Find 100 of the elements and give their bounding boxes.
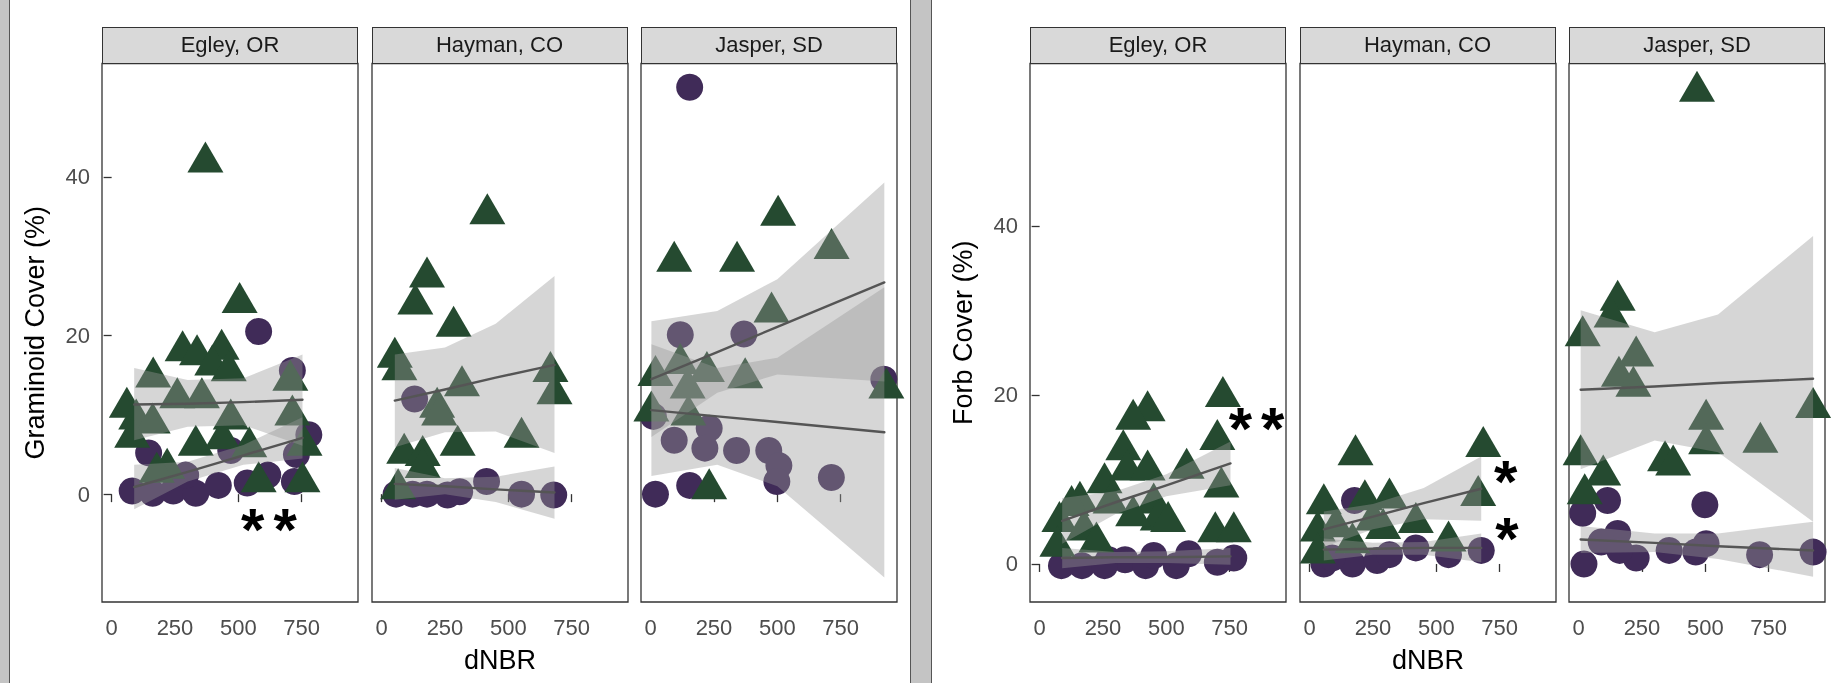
x-tick-label: 250 <box>426 614 463 640</box>
x-tick-label: 500 <box>489 614 527 640</box>
point <box>1562 434 1599 466</box>
facet-strip: Hayman, CO <box>1299 26 1556 64</box>
point <box>472 467 500 495</box>
x-tick-label: 0 <box>105 614 118 640</box>
point <box>435 305 472 337</box>
point <box>284 461 321 493</box>
point <box>641 480 669 508</box>
point <box>760 194 797 226</box>
x-tick-label: 500 <box>1148 614 1185 640</box>
y-tick-label: 40 <box>65 164 90 190</box>
point <box>817 463 845 491</box>
point <box>691 434 719 462</box>
point <box>221 281 258 313</box>
point <box>1337 434 1374 466</box>
x-tick-label: 750 <box>552 614 590 640</box>
x-axis-title: dNBR <box>1391 644 1464 675</box>
y-tick-label: 40 <box>993 213 1018 239</box>
x-tick-label: 0 <box>1303 614 1316 640</box>
chart-title: Egley, OR <box>1108 32 1208 58</box>
point <box>379 468 416 500</box>
y-axis-title: Forb Cover (%) <box>947 240 978 426</box>
point <box>753 291 790 323</box>
point <box>1655 444 1692 476</box>
point <box>1168 447 1205 479</box>
point <box>468 193 505 225</box>
point <box>1688 398 1725 430</box>
point <box>1566 473 1603 505</box>
facet-strip: Jasper, SD <box>1569 26 1825 64</box>
point <box>1570 550 1598 578</box>
y-tick-label: 20 <box>993 382 1018 408</box>
point <box>503 416 540 448</box>
x-tick-label: 750 <box>822 614 860 640</box>
x-axis-title: dNBR <box>463 644 536 675</box>
y-tick-label: 20 <box>65 323 90 349</box>
point <box>240 461 277 493</box>
x-tick-label: 250 <box>1623 614 1661 640</box>
y-tick-label: 0 <box>77 481 90 507</box>
point <box>1397 501 1434 533</box>
facet-strip: Egley, OR <box>1030 26 1286 64</box>
chart-title: Jasper, SD <box>715 32 823 58</box>
x-tick-label: 500 <box>1687 614 1724 640</box>
point <box>439 424 476 456</box>
point <box>691 468 728 500</box>
x-tick-label: 250 <box>1084 614 1122 640</box>
x-tick-label: 750 <box>1211 614 1249 640</box>
point <box>660 426 688 454</box>
facet-strip: Egley, OR <box>102 26 358 64</box>
point <box>1742 421 1779 453</box>
x-tick-label: 250 <box>1354 614 1391 640</box>
point <box>1204 376 1241 407</box>
point <box>727 357 764 389</box>
point <box>286 424 323 456</box>
x-tick-label: 750 <box>1480 614 1518 640</box>
point <box>177 424 214 456</box>
chart-title: Hayman, CO <box>435 32 564 58</box>
point <box>204 471 232 499</box>
point <box>408 256 445 288</box>
point <box>272 359 309 391</box>
x-tick-label: 0 <box>644 614 657 640</box>
point <box>1564 315 1601 347</box>
x-tick-label: 500 <box>1417 614 1455 640</box>
point <box>1150 501 1187 533</box>
point <box>719 240 756 272</box>
point <box>1305 483 1342 515</box>
point <box>1795 386 1832 418</box>
point <box>135 356 172 388</box>
point <box>1078 521 1115 553</box>
point <box>633 390 670 422</box>
point <box>723 437 751 465</box>
point <box>1799 538 1827 566</box>
x-tick-label: 750 <box>1750 614 1788 640</box>
point <box>1175 540 1203 568</box>
point <box>637 354 674 386</box>
x-tick-label: 750 <box>283 614 321 640</box>
point <box>666 321 694 349</box>
point <box>868 367 905 399</box>
point <box>813 228 850 260</box>
point <box>1679 70 1715 102</box>
point <box>274 394 311 426</box>
point <box>1091 552 1119 580</box>
x-tick-label: 250 <box>156 614 194 640</box>
point <box>1655 536 1683 564</box>
facet-strip: Jasper, SD <box>641 26 897 64</box>
chart-title: Jasper, SD <box>1643 32 1751 58</box>
point <box>1594 487 1622 515</box>
x-tick-label: 0 <box>1033 614 1046 640</box>
point <box>1467 536 1495 564</box>
point <box>1464 425 1501 457</box>
point <box>656 240 693 272</box>
point <box>1691 491 1719 519</box>
annotation: ** <box>240 496 306 564</box>
point <box>245 318 273 346</box>
chart-title: Egley, OR <box>180 32 280 58</box>
point <box>1459 474 1496 506</box>
chart-title: Hayman, CO <box>1363 32 1492 58</box>
point <box>1215 511 1252 543</box>
facet-strip: Hayman, CO <box>371 26 628 64</box>
y-tick-label: 0 <box>1005 551 1018 577</box>
